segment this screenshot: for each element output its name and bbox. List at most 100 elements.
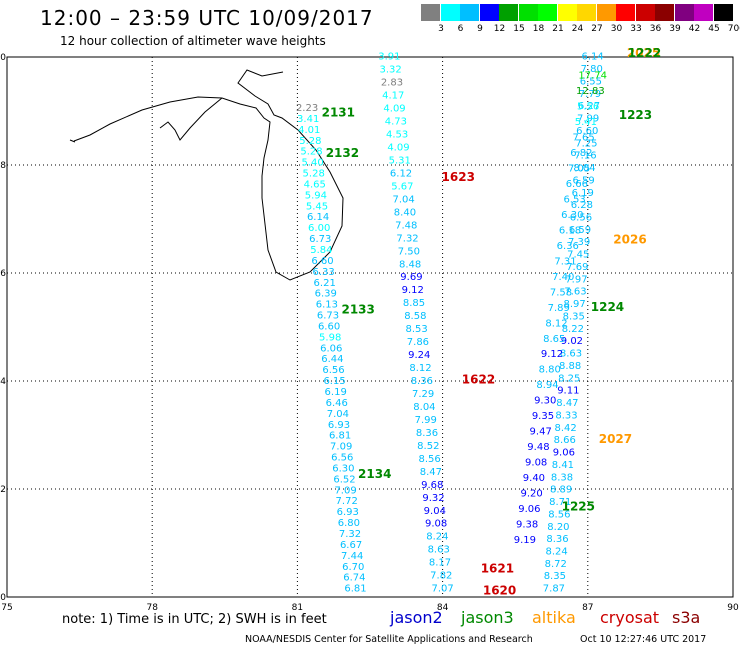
swh-value: 8.88 <box>559 361 581 372</box>
swh-value: 7.04 <box>393 194 415 205</box>
lat-tick-label: 4 <box>0 377 6 387</box>
swh-value: 8.63 <box>428 545 450 556</box>
pass-time-label: 1620 <box>483 583 516 597</box>
scale-label-45: 45 <box>708 24 720 34</box>
swh-value: 6.67 <box>340 540 362 551</box>
swh-value: 8.56 <box>418 454 440 465</box>
swh-value: 6.59 <box>573 175 595 186</box>
swh-value: 6.60 <box>311 256 333 267</box>
swh-value: 3.41 <box>297 114 319 125</box>
scale-swatch-30 <box>596 4 616 21</box>
swh-value: 4.01 <box>298 125 320 136</box>
swh-value: 6.93 <box>337 507 359 518</box>
swh-value: 7.39 <box>568 237 590 248</box>
swh-value: 2.83 <box>381 78 403 89</box>
swh-value: 8.47 <box>420 467 442 478</box>
swh-value: 6.59 <box>569 225 591 236</box>
swh-value: 5.28 <box>300 147 322 158</box>
track-east_altika: 6.147.806.55 7.796.27 7.996.607.25 7.168.04… <box>543 46 660 595</box>
swh-value: 6.18 <box>559 225 581 236</box>
pass-time-label: 2134 <box>358 467 391 481</box>
swh-value: 9.04 <box>424 506 446 517</box>
pass-time-label: 1224 <box>591 300 624 314</box>
swh-value: 9.68 <box>421 480 443 491</box>
page-subtitle: 12 hour collection of altimeter wave hei… <box>60 34 326 48</box>
swh-value: 7.50 <box>398 246 420 257</box>
swh-value: 9.02 <box>561 336 583 347</box>
swh-value: 9.06 <box>553 448 575 459</box>
pass-time-label: 2025 <box>627 46 660 60</box>
pass-time-label: 1223 <box>619 108 652 122</box>
swh-value: 8.40 <box>394 207 416 218</box>
swh-value: 5.31 <box>389 155 411 166</box>
swh-value: 9.30 <box>534 396 556 407</box>
swh-value: 9.20 <box>521 489 543 500</box>
swh-value: 7.25 <box>575 138 597 149</box>
swh-value: 8.20 <box>547 522 569 533</box>
swh-value: 6.39 <box>315 289 337 300</box>
swh-value: 6.00 <box>308 223 330 234</box>
swh-value: 7.09 <box>330 442 352 453</box>
india-coastline <box>69 97 223 143</box>
scale-label-42: 42 <box>688 24 701 34</box>
swh-value: 6.28 <box>571 200 593 211</box>
swh-value: 8.25 <box>558 373 580 384</box>
swh-value: 7.16 <box>574 151 596 162</box>
swh-value: 6.14 <box>307 212 329 223</box>
swh-value: 8.89 <box>550 485 572 496</box>
swh-value: 4.53 <box>386 130 408 141</box>
swh-value: 5.98 <box>319 332 341 343</box>
swh-value: 8.97 <box>563 299 585 310</box>
pass-time-label: 2131 <box>322 105 355 119</box>
swh-value: 9.47 <box>530 427 552 438</box>
swh-value: 8.56 <box>548 509 570 520</box>
scale-swatch-24 <box>557 4 577 21</box>
swh-value: 6.30 <box>332 463 354 474</box>
swh-value: 8.48 <box>399 259 421 270</box>
swh-value: 8.24 <box>545 546 567 557</box>
swh-value: 5.40 <box>301 158 323 169</box>
swh-value: 5.28 <box>303 169 325 180</box>
scale-label-18: 18 <box>532 24 545 34</box>
track-west_jason3: 2.233.414.015.285.285.405.284.655.945.45… <box>296 103 392 595</box>
map-grid: 75 78 81 84 87 90 0 2 4 6 8 10 <box>0 53 739 613</box>
swh-value: 12.83 <box>576 86 605 97</box>
swh-value: 8.52 <box>417 441 439 452</box>
swh-value: 9.08 <box>525 458 547 469</box>
swh-value: 8.36 <box>416 428 438 439</box>
swh-value: 8.58 <box>404 311 426 322</box>
swh-value: 9.38 <box>516 520 538 531</box>
swh-value: 7.72 <box>336 496 358 507</box>
swh-value: 8.22 <box>562 324 584 335</box>
swh-value: 8.72 <box>545 559 567 570</box>
lat-tick-label: 6 <box>0 269 6 279</box>
credit-timestamp: Oct 10 12:27:46 UTC 2017 <box>580 634 707 645</box>
swh-value: 6.44 <box>321 354 343 365</box>
swh-value: 6.82 <box>570 148 592 159</box>
swh-value: 6.52 <box>333 474 355 485</box>
swh-value: 7.86 <box>407 337 429 348</box>
legend-cryosat: cryosat <box>600 608 660 627</box>
swh-value: 8.85 <box>403 298 425 309</box>
scale-label-3: 3 <box>438 24 444 34</box>
pass-time-label: 2026 <box>613 232 646 246</box>
swh-value: 9.06 <box>518 504 540 515</box>
swh-value: 6.12 <box>390 168 412 179</box>
legend-jason2: jason2 <box>390 608 443 627</box>
swh-value: 6.13 <box>316 300 338 311</box>
swh-value: 8.12 <box>545 318 567 329</box>
credit-text: NOAA/NESDIS Center for Satellite Applica… <box>245 634 533 645</box>
lon-tick-label: 87 <box>582 603 593 613</box>
scale-swatch-18 <box>518 4 538 21</box>
lat-tick-label: 2 <box>0 485 6 495</box>
swh-value: 5.84 <box>310 245 332 256</box>
swh-value: 7.80 <box>581 64 603 75</box>
lon-tick-label: 81 <box>292 603 303 613</box>
lat-tick-label: 8 <box>0 161 6 171</box>
swh-value: 4.17 <box>382 91 404 102</box>
swh-value: 7.79 <box>579 89 601 100</box>
scale-label-30: 30 <box>610 24 623 34</box>
scale-swatch-42 <box>674 4 694 21</box>
track-east_jason3: 17.7412.835.565.417.656.827.056.666.536.… <box>514 46 661 546</box>
